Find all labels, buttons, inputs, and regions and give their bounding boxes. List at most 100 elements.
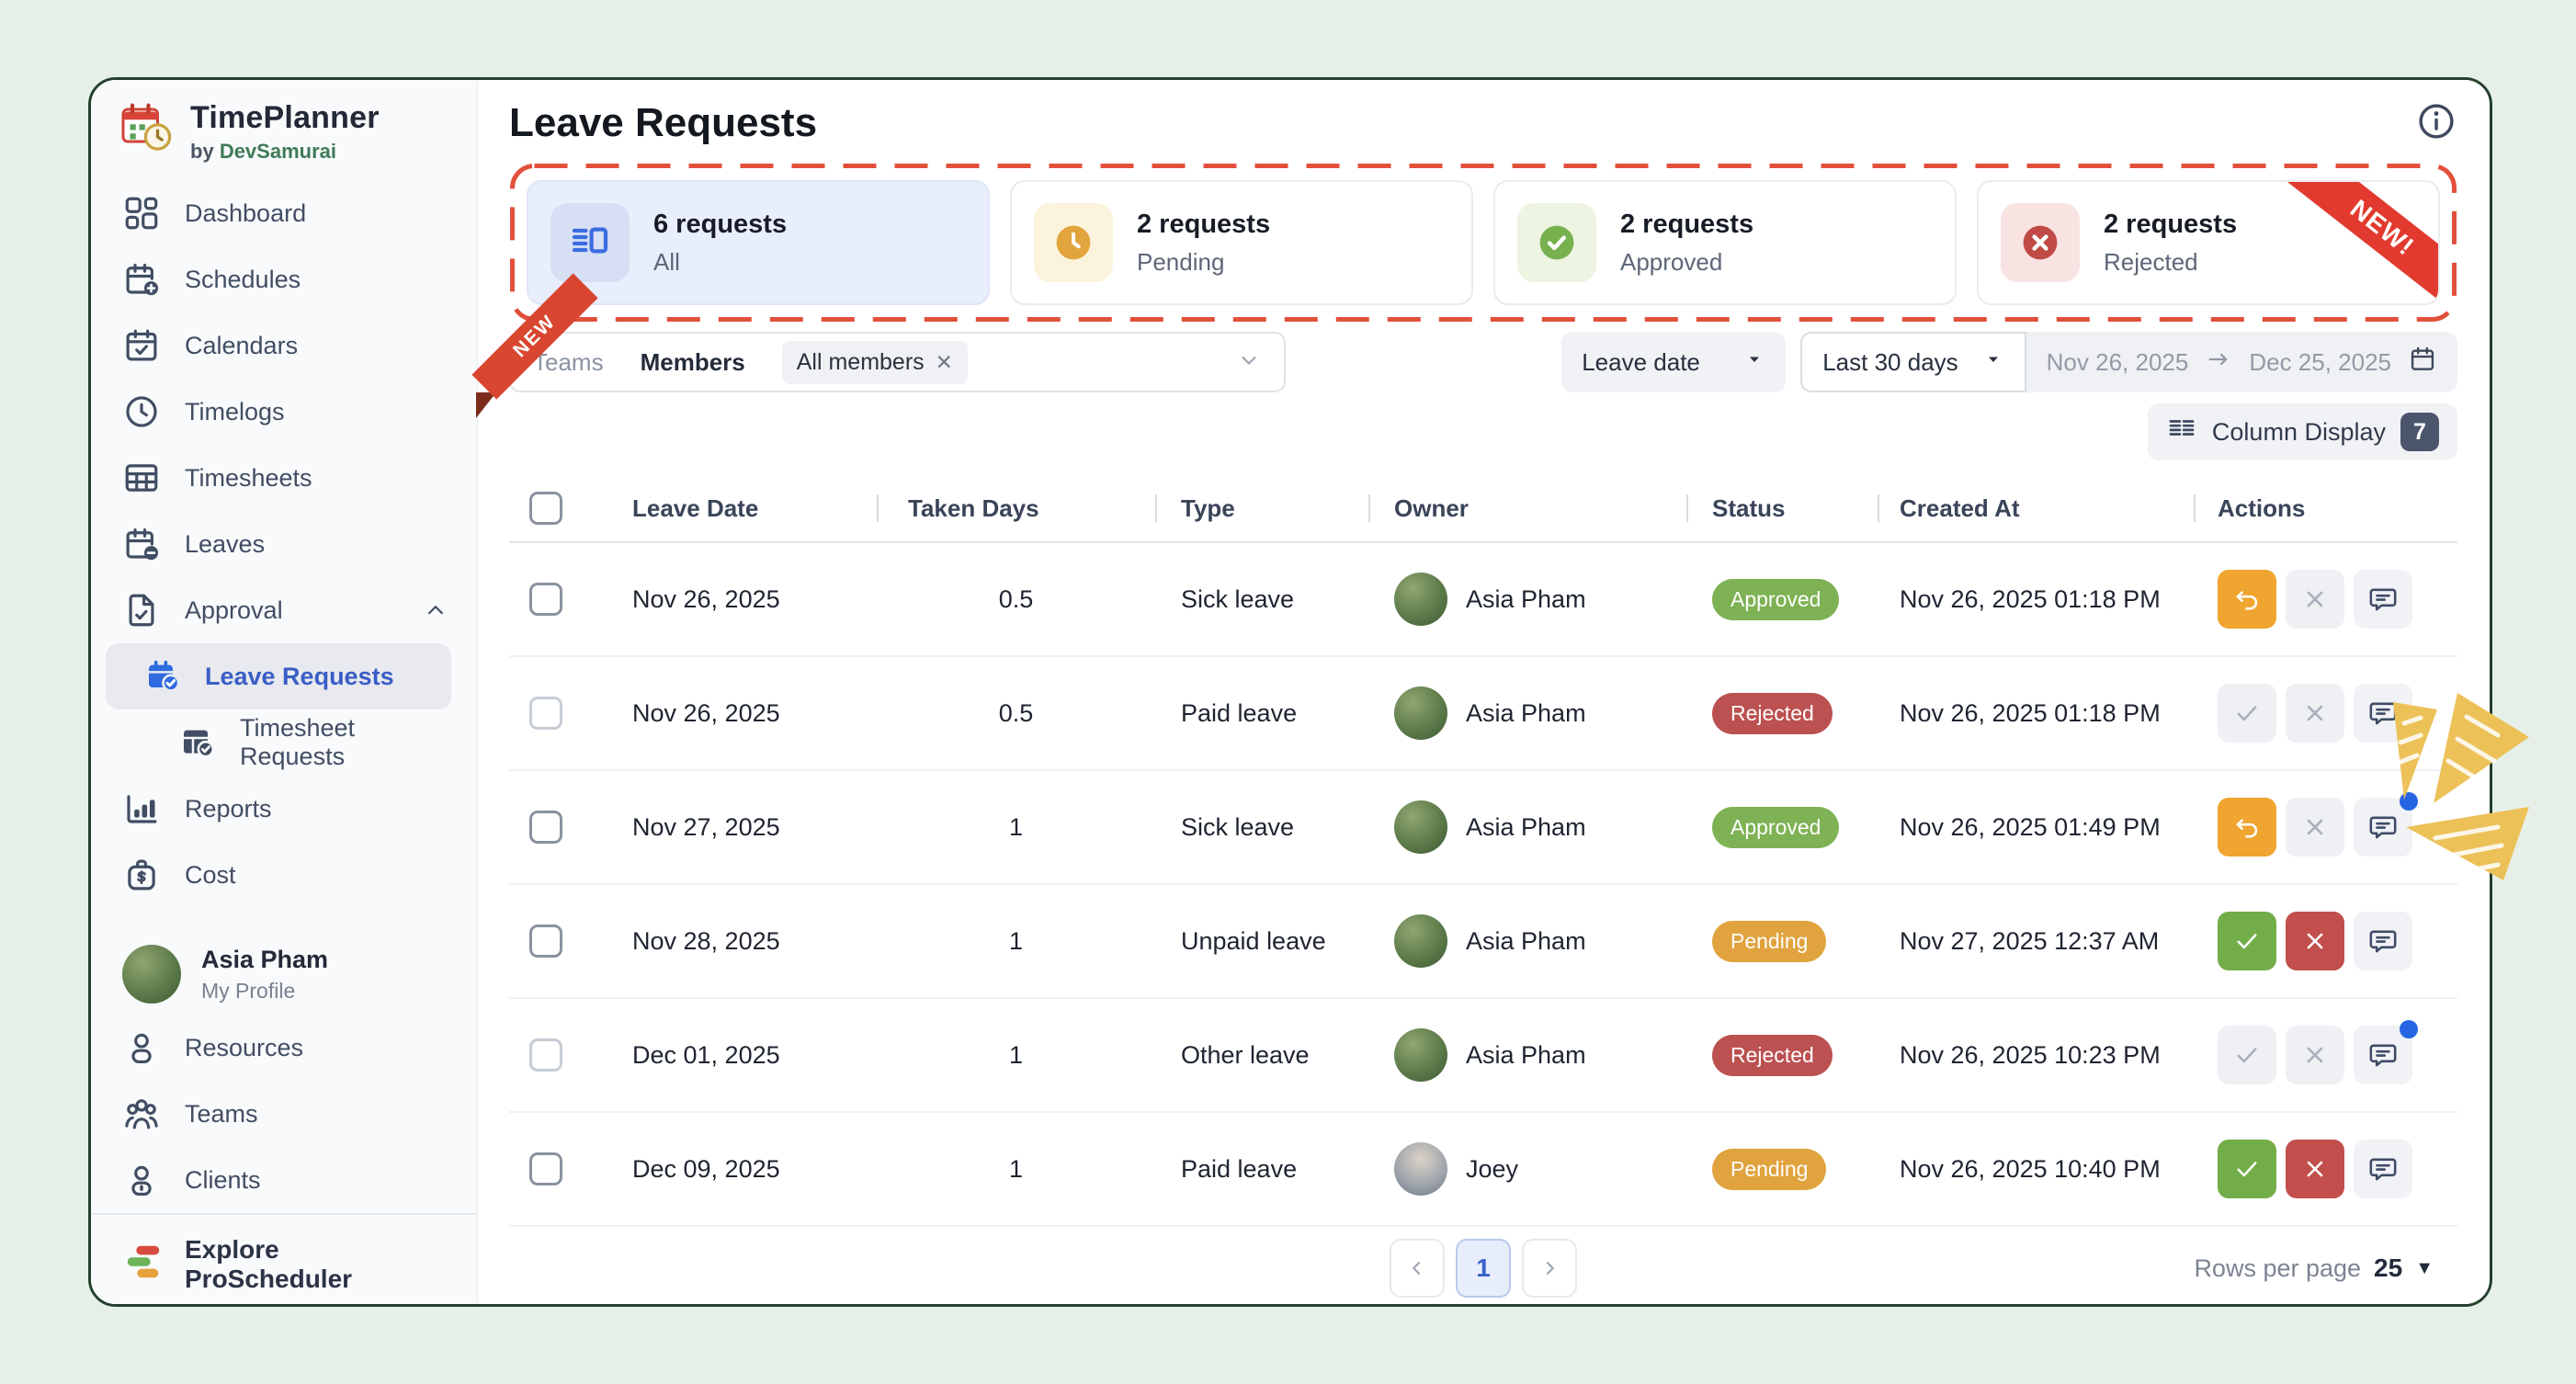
current-page-button[interactable]: 1 xyxy=(1456,1239,1511,1298)
check-icon xyxy=(2237,706,2257,721)
sidebar-item-label: Timelogs xyxy=(185,397,285,425)
column-header-actions[interactable]: Actions xyxy=(2194,475,2457,541)
reject-button[interactable] xyxy=(2286,570,2344,629)
member-filter-select[interactable]: NEW Teams Members All members ✕ xyxy=(471,273,1286,418)
timeplanner-logo-icon xyxy=(119,100,174,160)
sidebar-item-schedules[interactable]: Schedules xyxy=(91,246,477,312)
reject-button[interactable] xyxy=(2286,798,2344,856)
column-header-owner[interactable]: Owner xyxy=(1368,475,1686,541)
column-header-taken-days[interactable]: Taken Days xyxy=(877,475,1155,541)
x-icon xyxy=(2307,819,2323,835)
column-display-button[interactable]: Column Display 7 xyxy=(2147,403,2457,460)
table-row: Nov 26, 2025 0.5 Paid leave Asia Pham Reject… xyxy=(509,657,2457,771)
date-range-field[interactable]: Nov 26, 2025 Dec 25, 2025 xyxy=(2026,332,2457,392)
undo-approval-button[interactable] xyxy=(2218,570,2276,629)
prev-page-button[interactable] xyxy=(1390,1239,1445,1298)
info-icon xyxy=(2419,104,2454,139)
remove-chip-icon[interactable]: ✕ xyxy=(935,349,953,374)
approve-button[interactable] xyxy=(2218,1026,2276,1084)
row-checkbox[interactable] xyxy=(529,583,562,616)
sidebar-item-leave-requests[interactable]: Leave Requests xyxy=(106,643,451,709)
next-page-button[interactable] xyxy=(1522,1239,1577,1298)
reject-button[interactable] xyxy=(2286,1026,2344,1084)
info-icon[interactable] xyxy=(2415,100,2457,147)
cell-actions xyxy=(2194,570,2457,629)
column-header-status[interactable]: Status xyxy=(1686,475,1878,541)
sidebar-item-approval[interactable]: Approval xyxy=(91,577,477,643)
select-all-checkbox[interactable] xyxy=(529,492,562,525)
column-header-leave-date[interactable]: Leave Date xyxy=(632,493,759,522)
sidebar-item-timelogs[interactable]: Timelogs xyxy=(91,379,477,445)
owner-avatar xyxy=(1394,686,1447,740)
undo-approval-button[interactable] xyxy=(2218,798,2276,856)
chevron-left-icon xyxy=(1413,1262,1421,1275)
column-header-created-at[interactable]: Created At xyxy=(1878,475,2194,541)
calendar-icon xyxy=(2408,345,2437,380)
column-header-type[interactable]: Type xyxy=(1155,475,1368,541)
sidebar-item-clients[interactable]: Clients xyxy=(91,1147,477,1213)
table-header: Leave Date Taken Days Type Owner Status Creat… xyxy=(509,475,2457,543)
sidebar-item-reports[interactable]: Reports xyxy=(91,776,477,842)
filter-tab-members[interactable]: Members xyxy=(640,347,745,376)
cell-actions xyxy=(2194,792,2457,856)
approve-button[interactable] xyxy=(2218,1140,2276,1198)
sidebar-item-timesheets[interactable]: Timesheets xyxy=(91,445,477,511)
app-window: TimePlanner by DevSamurai Dashboard Sched… xyxy=(88,77,2492,1307)
stat-card-approved[interactable]: 2 requests Approved xyxy=(1493,180,1957,305)
sort-field-value: Leave date xyxy=(1582,347,1700,376)
owner-name: Asia Pham xyxy=(1466,812,1586,841)
comment-button[interactable] xyxy=(2354,792,2418,856)
row-checkbox[interactable] xyxy=(529,1152,562,1185)
cell-type: Unpaid leave xyxy=(1181,926,1326,955)
rows-per-page[interactable]: Rows per page 25 ▼ xyxy=(2194,1254,2434,1283)
cell-taken-days: 1 xyxy=(1008,812,1024,841)
sidebar-item-timesheet-requests[interactable]: Timesheet Requests xyxy=(91,709,477,776)
sidebar-item-calendars[interactable]: Calendars xyxy=(91,312,477,379)
date-to-value: Dec 25, 2025 xyxy=(2249,347,2391,376)
unread-dot xyxy=(2400,792,2418,811)
comment-button[interactable] xyxy=(2354,1020,2418,1084)
cell-taken-days: 1 xyxy=(1008,1040,1024,1069)
stat-card-rejected[interactable]: 2 requests Rejected NEW! xyxy=(1977,180,2440,305)
status-badge: Rejected xyxy=(1712,1034,1833,1076)
chip-label: All members xyxy=(796,348,925,375)
row-checkbox[interactable] xyxy=(529,697,562,730)
sidebar-item-cost[interactable]: Cost xyxy=(91,842,477,908)
x-icon xyxy=(2307,705,2323,721)
selected-member-chip[interactable]: All members ✕ xyxy=(781,340,968,384)
approve-button[interactable] xyxy=(2218,912,2276,970)
undo-icon xyxy=(2236,591,2258,610)
comment-button[interactable] xyxy=(2354,684,2412,743)
stat-tile xyxy=(550,203,630,282)
sidebar-item-dashboard[interactable]: Dashboard xyxy=(91,180,477,246)
comment-button[interactable] xyxy=(2354,570,2412,629)
sidebar-item-leaves[interactable]: Leaves xyxy=(91,511,477,577)
owner-avatar xyxy=(1394,1142,1447,1196)
stat-card-all[interactable]: 6 requests All xyxy=(527,180,990,305)
approve-button[interactable] xyxy=(2218,684,2276,743)
x-solid-icon xyxy=(2023,225,2058,260)
reject-button[interactable] xyxy=(2286,684,2344,743)
cell-actions xyxy=(2194,1140,2457,1198)
reject-button[interactable] xyxy=(2286,912,2344,970)
explore-proscheduler-item[interactable]: Explore ProScheduler xyxy=(91,1213,477,1304)
profile-item[interactable]: Asia Pham My Profile xyxy=(91,937,477,1011)
comment-button[interactable] xyxy=(2354,1140,2412,1198)
filter-tab-teams[interactable]: Teams xyxy=(533,347,604,376)
pagination-row: 1 Rows per page 25 ▼ xyxy=(509,1227,2457,1304)
stat-card-pending[interactable]: 2 requests Pending xyxy=(1010,180,1473,305)
date-preset-select[interactable]: Last 30 days xyxy=(1800,332,2026,392)
date-filters: Leave date Last 30 days Nov 26, 2025 Dec… xyxy=(1561,332,2457,392)
row-checkbox[interactable] xyxy=(529,925,562,958)
comment-button[interactable] xyxy=(2354,912,2412,970)
sidebar-item-resources[interactable]: Resources xyxy=(91,1015,477,1081)
row-checkbox[interactable] xyxy=(529,811,562,844)
cell-status: Rejected xyxy=(1686,1034,1878,1076)
sidebar-item-teams[interactable]: Teams xyxy=(91,1081,477,1147)
sort-field-select[interactable]: Leave date xyxy=(1561,332,1787,392)
reject-button[interactable] xyxy=(2286,1140,2344,1198)
cell-leave-date: Nov 26, 2025 xyxy=(632,584,780,613)
row-checkbox[interactable] xyxy=(529,1038,562,1072)
cell-owner: Asia Pham xyxy=(1368,1028,1686,1082)
sidebar: TimePlanner by DevSamurai Dashboard Sched… xyxy=(91,80,478,1304)
